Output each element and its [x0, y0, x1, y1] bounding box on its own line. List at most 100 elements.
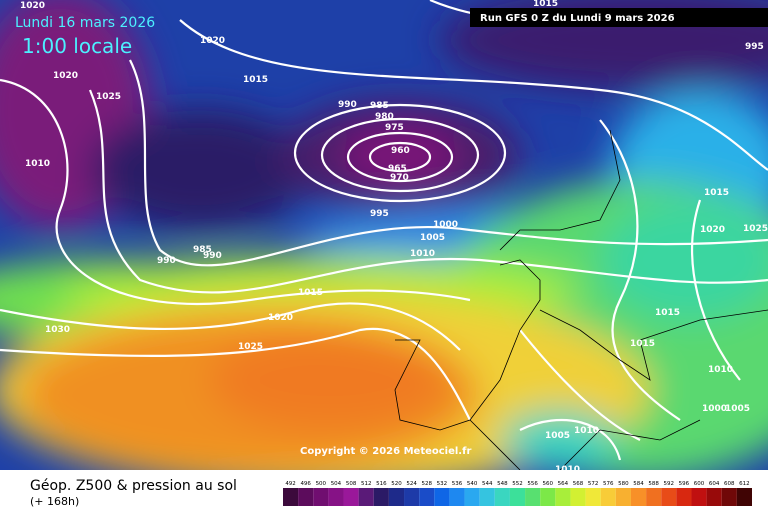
scale-swatch [479, 488, 495, 506]
scale-label: 568 [573, 481, 584, 487]
forecast-date: Lundi 16 mars 2026 [15, 15, 155, 31]
scale-label: 608 [724, 481, 735, 487]
isobar-label: 1020 [268, 313, 293, 323]
isobar-label: 980 [375, 112, 394, 122]
isobar-label: 990 [157, 256, 176, 266]
scale-swatch [646, 488, 662, 506]
scale-swatch [691, 488, 707, 506]
isobar-label: 990 [203, 251, 222, 261]
isobar-label: 965 [388, 164, 407, 174]
scale-label: 520 [391, 481, 402, 487]
field [0, 0, 768, 470]
scale-swatch [313, 488, 329, 506]
isobar-label: 1015 [533, 0, 558, 9]
scale-swatch [494, 488, 510, 506]
scale-swatch [525, 488, 541, 506]
scale-label: 588 [648, 481, 659, 487]
scale-label: 564 [558, 481, 569, 487]
scale-label: 592 [664, 481, 675, 487]
isobar-label: 1010 [25, 159, 50, 169]
scale-swatch [328, 488, 344, 506]
scale-swatch [630, 488, 647, 506]
isobar-label: 985 [370, 101, 389, 111]
isobar-label: 1025 [96, 92, 121, 102]
isobar-label: 1015 [704, 188, 729, 198]
forecast-time: 1:00 locale [22, 34, 132, 58]
isobar-label: 1015 [655, 308, 680, 318]
scale-label: 500 [316, 481, 327, 487]
scale-label: 496 [300, 481, 311, 487]
scale-label: 528 [421, 481, 432, 487]
isobar-label: 1005 [545, 431, 570, 441]
scale-label: 544 [482, 481, 493, 487]
isobar-label: 1015 [298, 288, 323, 298]
isobar-label: 1000 [433, 220, 458, 230]
run-info: Run GFS 0 Z du Lundi 9 mars 2026 [480, 13, 675, 24]
isobar-label: 1020 [700, 225, 725, 235]
scale-label: 508 [346, 481, 357, 487]
scale-label: 572 [588, 481, 599, 487]
scale-swatch [464, 488, 480, 506]
isobar-label: 1015 [630, 339, 655, 349]
scale-label: 596 [679, 481, 690, 487]
scale-swatch [388, 488, 405, 506]
isobar-label: 1000 [702, 404, 727, 414]
isobar-label: 1025 [238, 342, 263, 352]
scale-label: 556 [527, 481, 538, 487]
scale-swatch [540, 488, 556, 506]
isobar-label: 1020 [200, 36, 225, 46]
scale-label: 532 [437, 481, 448, 487]
isobar-label: 995 [370, 209, 389, 219]
scale-swatch [419, 488, 435, 506]
isobar-label: 995 [745, 42, 764, 52]
scale-swatch [555, 488, 571, 506]
isobar-label: 1005 [725, 404, 750, 414]
scale-swatch [343, 488, 359, 506]
scale-label: 584 [633, 481, 644, 487]
scale-swatch [449, 488, 465, 506]
scale-swatch [373, 488, 389, 506]
scale-swatch [509, 488, 526, 506]
scale-label: 560 [543, 481, 554, 487]
scale-label: 576 [603, 481, 614, 487]
isobar-label: 1030 [45, 325, 70, 335]
scale-swatch [661, 488, 677, 506]
scale-label: 504 [331, 481, 342, 487]
scale-swatch [358, 488, 374, 506]
isobar-label: 960 [391, 146, 410, 156]
isobar-label: 1010 [708, 365, 733, 375]
scale-label: 580 [618, 481, 629, 487]
scale-label: 540 [467, 481, 478, 487]
scale-label: 536 [452, 481, 463, 487]
isobar-label: 1020 [53, 71, 78, 81]
run-box [470, 8, 768, 27]
scale-swatch [434, 488, 450, 506]
scale-swatch [736, 488, 752, 506]
isobar-label: 970 [390, 173, 409, 183]
copyright: Copyright © 2026 Meteociel.fr [300, 446, 471, 457]
scale-label: 604 [709, 481, 720, 487]
isobar-label: 1010 [555, 465, 580, 475]
scale-swatch [600, 488, 616, 506]
scale-label: 612 [739, 481, 750, 487]
isobar-label: 1005 [420, 233, 445, 243]
scale-swatch [721, 488, 737, 506]
isobar-label: 1015 [243, 75, 268, 85]
isobar-label: 1020 [20, 1, 45, 11]
scale-swatch [570, 488, 586, 506]
isobar-label: 1010 [574, 426, 599, 436]
scale-swatch [676, 488, 692, 506]
scale-swatch [298, 488, 314, 506]
footer-title: Géop. Z500 & pression au sol [30, 478, 237, 494]
scale-label: 548 [497, 481, 508, 487]
isobar-label: 1025 [743, 224, 768, 234]
scale-swatch [615, 488, 631, 506]
scale-swatch [404, 488, 420, 506]
isobar-label: 990 [338, 100, 357, 110]
scale-label: 552 [512, 481, 523, 487]
isobar-label: 975 [385, 123, 404, 133]
scale-label: 516 [376, 481, 387, 487]
isobar-label: 1010 [410, 249, 435, 259]
